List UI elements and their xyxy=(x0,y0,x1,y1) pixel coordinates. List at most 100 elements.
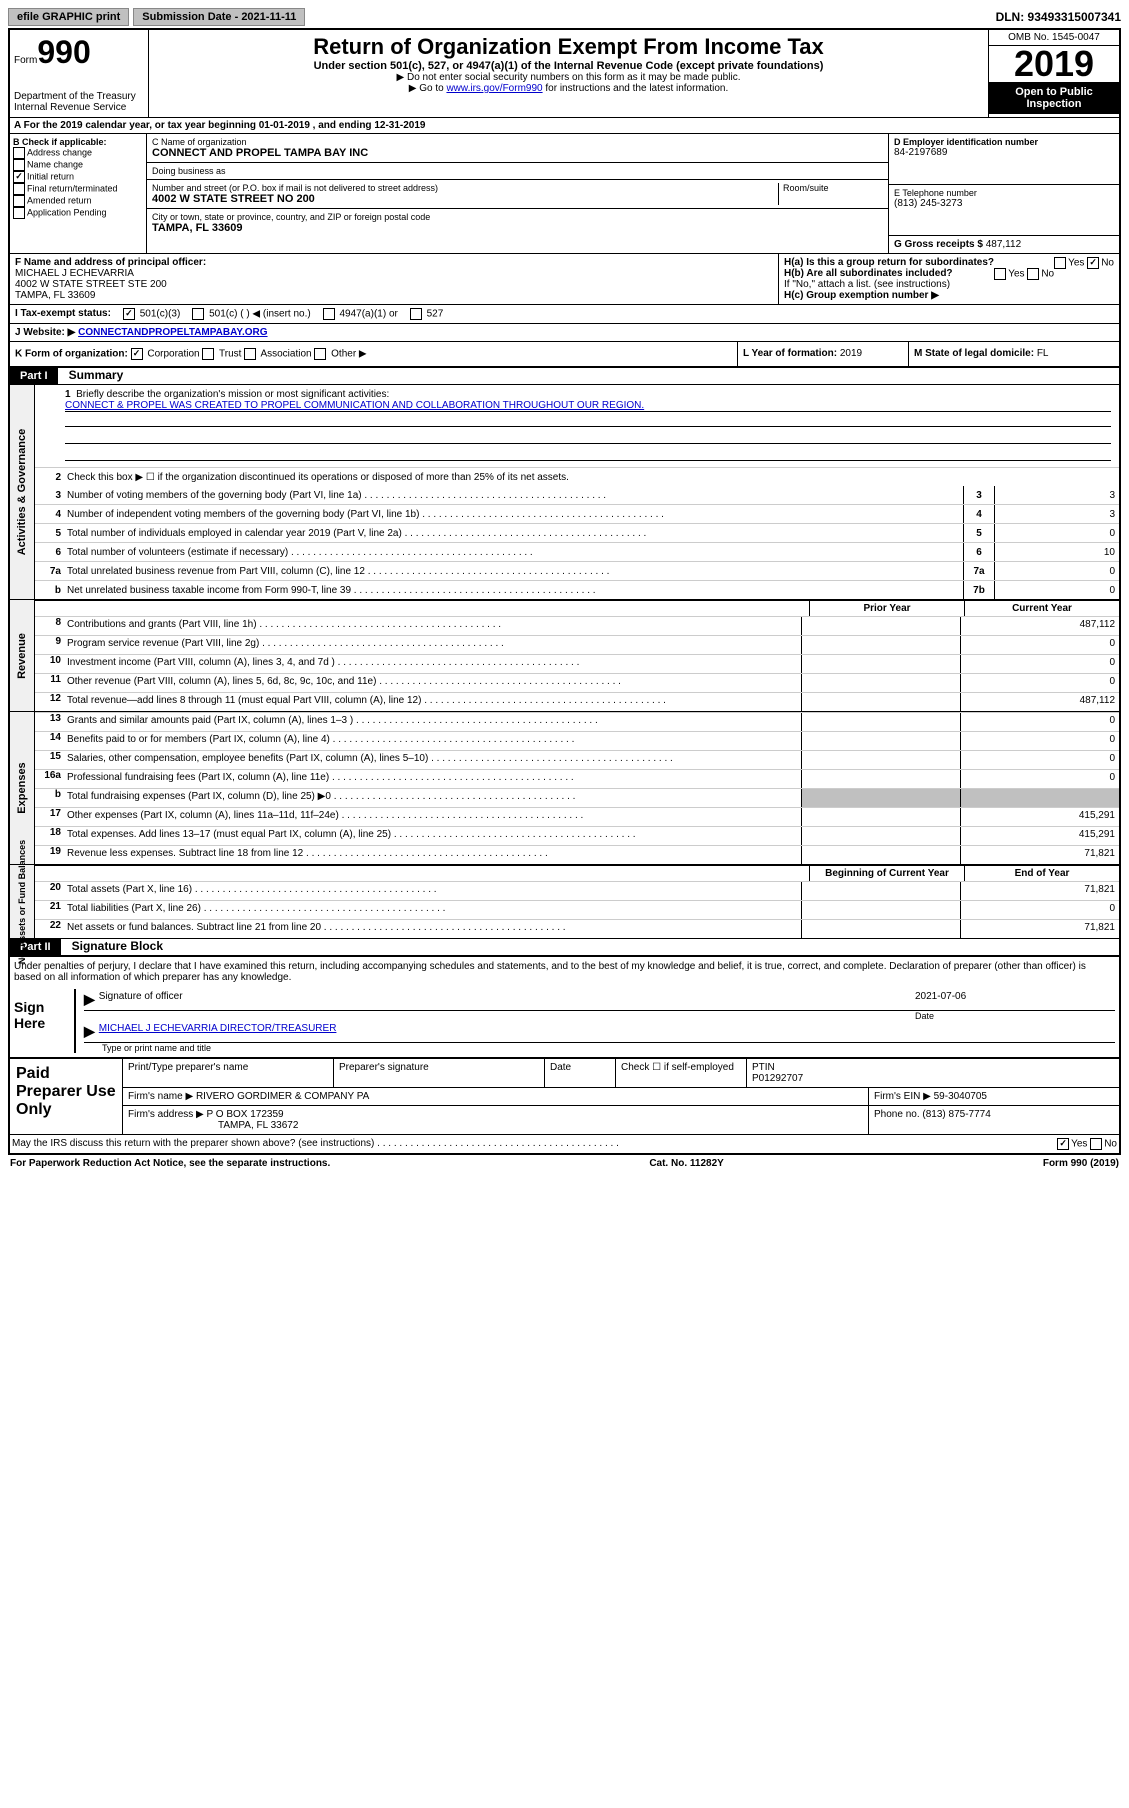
footer-bar: For Paperwork Reduction Act Notice, see … xyxy=(8,1155,1121,1172)
sign-here-label: Sign Here xyxy=(14,989,74,1053)
form990-link[interactable]: www.irs.gov/Form990 xyxy=(446,83,542,94)
tax-year: 2019 xyxy=(989,46,1119,82)
line1-label: Briefly describe the organization's miss… xyxy=(76,389,389,400)
prep-sig-label: Preparer's signature xyxy=(334,1059,545,1087)
ha-row: H(a) Is this a group return for subordin… xyxy=(784,257,1114,268)
discuss-row: May the IRS discuss this return with the… xyxy=(10,1134,1119,1153)
header-row: Form990 Department of the TreasuryIntern… xyxy=(10,30,1119,118)
netassets-vert-label: Net Assets or Fund Balances xyxy=(10,865,35,938)
exp-line-16a: 16aProfessional fundraising fees (Part I… xyxy=(35,769,1119,788)
tel-row: E Telephone number (813) 245-3273 xyxy=(889,185,1119,236)
officer-name: MICHAEL J ECHEVARRIA xyxy=(15,268,773,279)
rev-line-12: 12Total revenue—add lines 8 through 11 (… xyxy=(35,692,1119,711)
preparer-section: Paid Preparer Use Only Print/Type prepar… xyxy=(10,1057,1119,1134)
subtitle: Under section 501(c), 527, or 4947(a)(1)… xyxy=(153,60,984,72)
ein-label: D Employer identification number xyxy=(894,137,1114,147)
officer-addr1: 4002 W STATE STREET STE 200 xyxy=(15,279,773,290)
row-klm: K Form of organization: Corporation Trus… xyxy=(10,342,1119,368)
row-fgh: F Name and address of principal officer:… xyxy=(10,254,1119,305)
exp-line-14: 14Benefits paid to or for members (Part … xyxy=(35,731,1119,750)
rev-line-10: 10Investment income (Part VIII, column (… xyxy=(35,654,1119,673)
l-label: L Year of formation: xyxy=(743,348,837,359)
instruction-1: ▶ Do not enter social security numbers o… xyxy=(153,72,984,83)
i-501c3: 501(c)(3) xyxy=(123,308,180,320)
signature-section: Under penalties of perjury, I declare th… xyxy=(10,955,1119,1057)
org-name-row: C Name of organization CONNECT AND PROPE… xyxy=(147,134,888,163)
net-line-22: 22Net assets or fund balances. Subtract … xyxy=(35,919,1119,938)
i-label: I Tax-exempt status: xyxy=(15,308,111,320)
prior-year-header: Prior Year xyxy=(809,601,964,616)
officer-type-label: Type or print name and title xyxy=(84,1043,1115,1053)
revenue-vert-label: Revenue xyxy=(10,600,35,711)
k-label: K Form of organization: xyxy=(15,349,128,360)
row-j-website: J Website: ▶ CONNECTANDPROPELTAMPABAY.OR… xyxy=(10,324,1119,342)
prep-row-1: Print/Type preparer's name Preparer's si… xyxy=(123,1059,1119,1088)
f-label: F Name and address of principal officer: xyxy=(15,257,773,268)
col-b-checkboxes: B Check if applicable: Address change Na… xyxy=(10,134,147,253)
gov-line-7a: 7aTotal unrelated business revenue from … xyxy=(35,561,1119,580)
year-cell: OMB No. 1545-0047 2019 Open to Public In… xyxy=(988,30,1119,117)
rev-header: Prior Year Current Year xyxy=(35,600,1119,616)
city-value: TAMPA, FL 33609 xyxy=(152,222,883,234)
net-line-20: 20Total assets (Part X, line 16)71,821 xyxy=(35,881,1119,900)
ptin-label: PTIN xyxy=(752,1062,775,1073)
firm-name-value: RIVERO GORDIMER & COMPANY PA xyxy=(196,1091,369,1102)
b-amended: Amended return xyxy=(13,195,143,207)
tel-label: E Telephone number xyxy=(894,188,1114,198)
col-h-group: H(a) Is this a group return for subordin… xyxy=(779,254,1119,304)
exp-line-15: 15Salaries, other compensation, employee… xyxy=(35,750,1119,769)
hc-row: H(c) Group exemption number ▶ xyxy=(784,290,1114,301)
submission-date-button[interactable]: Submission Date - 2021-11-11 xyxy=(133,8,305,26)
gross-value: 487,112 xyxy=(986,239,1021,250)
b-name-change: Name change xyxy=(13,159,143,171)
current-year-header: Current Year xyxy=(964,601,1119,616)
preparer-label: Paid Preparer Use Only xyxy=(10,1059,123,1134)
gross-row: G Gross receipts $ 487,112 xyxy=(889,236,1119,253)
print-name-label: Print/Type preparer's name xyxy=(123,1059,334,1087)
h-note: If "No," attach a list. (see instruction… xyxy=(784,279,1114,290)
instr2-post: for instructions and the latest informat… xyxy=(543,83,729,94)
ptin-value: P01292707 xyxy=(752,1073,803,1084)
website-link[interactable]: CONNECTANDPROPELTAMPABAY.ORG xyxy=(78,327,267,338)
officer-sig-line: ▶ Signature of officer 2021-07-06 xyxy=(84,989,1115,1011)
dln-label: DLN: 93493315007341 xyxy=(996,10,1121,24)
row-i-tax-status: I Tax-exempt status: 501(c)(3) 501(c) ( … xyxy=(10,305,1119,324)
i-527: 527 xyxy=(410,308,443,320)
firm-addr-label: Firm's address ▶ xyxy=(128,1109,204,1120)
self-emp-label: Check ☐ if self-employed xyxy=(616,1059,747,1087)
b-app-pending: Application Pending xyxy=(13,207,143,219)
col-l-year: L Year of formation: 2019 xyxy=(738,342,909,366)
exp-line-18: 18Total expenses. Add lines 13–17 (must … xyxy=(35,826,1119,845)
dba-row: Doing business as xyxy=(147,163,888,180)
arrow-icon: ▶ xyxy=(84,1023,95,1040)
mission-text[interactable]: CONNECT & PROPEL WAS CREATED TO PROPEL C… xyxy=(65,400,1111,412)
l-value: 2019 xyxy=(840,348,862,359)
b-addr-change: Address change xyxy=(13,147,143,159)
gov-line-3: 3Number of voting members of the governi… xyxy=(35,486,1119,504)
firm-ein-cell: Firm's EIN ▶ 59-3040705 xyxy=(869,1088,1119,1105)
firm-ein-label: Firm's EIN ▶ xyxy=(874,1091,931,1102)
gov-line-6: 6Total number of volunteers (estimate if… xyxy=(35,542,1119,561)
ein-row: D Employer identification number 84-2197… xyxy=(889,134,1119,185)
street-value: 4002 W STATE STREET NO 200 xyxy=(152,193,778,205)
i-4947: 4947(a)(1) or xyxy=(323,308,398,320)
firm-addr-cell: Firm's address ▶ P O BOX 172359 TAMPA, F… xyxy=(123,1106,869,1134)
paperwork-notice: For Paperwork Reduction Act Notice, see … xyxy=(10,1158,330,1169)
end-year-header: End of Year xyxy=(964,866,1119,881)
rev-line-8: 8Contributions and grants (Part VIII, li… xyxy=(35,616,1119,635)
main-title: Return of Organization Exempt From Incom… xyxy=(153,34,984,60)
k-assoc: Association xyxy=(260,349,311,360)
netassets-section: Net Assets or Fund Balances Beginning of… xyxy=(10,865,1119,939)
net-line-21: 21Total liabilities (Part X, line 26)0 xyxy=(35,900,1119,919)
officer-name-value[interactable]: MICHAEL J ECHEVARRIA DIRECTOR/TREASURER xyxy=(99,1023,337,1040)
efile-button[interactable]: efile GRAPHIC print xyxy=(8,8,129,26)
discuss-yesno: Yes No xyxy=(1057,1138,1117,1150)
tel-value: (813) 245-3273 xyxy=(894,198,1114,209)
begin-year-header: Beginning of Current Year xyxy=(809,866,964,881)
exp-line-b: bTotal fundraising expenses (Part IX, co… xyxy=(35,788,1119,807)
revenue-section: Revenue Prior Year Current Year 8Contrib… xyxy=(10,600,1119,712)
ptin-cell: PTIN P01292707 xyxy=(747,1059,1119,1087)
rev-line-11: 11Other revenue (Part VIII, column (A), … xyxy=(35,673,1119,692)
col-d-ein-tel: D Employer identification number 84-2197… xyxy=(888,134,1119,253)
gov-line-5: 5Total number of individuals employed in… xyxy=(35,523,1119,542)
